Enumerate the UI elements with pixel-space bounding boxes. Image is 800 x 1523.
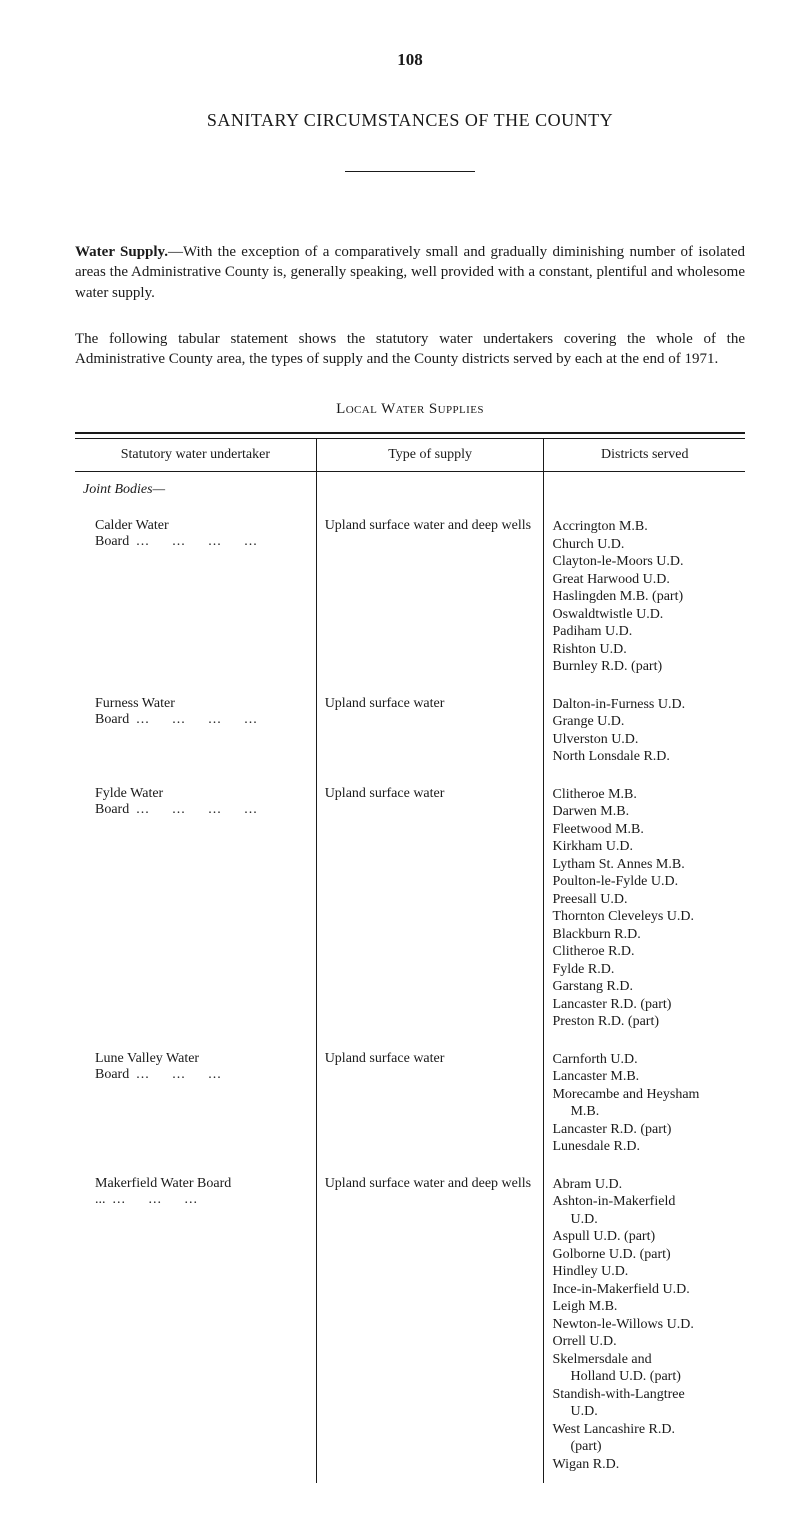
district-line: Lunesdale R.D. — [552, 1138, 737, 1156]
district-line: U.D. — [552, 1211, 737, 1229]
district-line: Golborne U.D. (part) — [552, 1246, 737, 1264]
district-line: Burnley R.D. (part) — [552, 658, 737, 676]
district-line: Clitheroe R.D. — [552, 943, 737, 961]
district-line: Ince-in-Makerfield U.D. — [552, 1281, 737, 1299]
district-line: Haslingden M.B. (part) — [552, 588, 737, 606]
leader-dots: ... ... ... ... — [136, 712, 258, 727]
district-line: Accrington M.B. — [552, 518, 737, 536]
section-title: SANITARY CIRCUMSTANCES OF THE COUNTY — [75, 110, 745, 131]
district-line: West Lancashire R.D. — [552, 1421, 737, 1439]
supply-cell: Upland surface water and deep wells — [316, 1166, 544, 1484]
district-line: Thornton Cleveleys U.D. — [552, 908, 737, 926]
table-row: Furness Water Board ... ... ... ...Uplan… — [75, 686, 745, 776]
district-line: Preston R.D. (part) — [552, 1013, 737, 1031]
district-line: Preesall U.D. — [552, 891, 737, 909]
district-line: Blackburn R.D. — [552, 926, 737, 944]
districts-cell: Clitheroe M.B.Darwen M.B.Fleetwood M.B.K… — [544, 776, 745, 1041]
district-line: Church U.D. — [552, 536, 737, 554]
district-line: Lancaster M.B. — [552, 1068, 737, 1086]
district-line: U.D. — [552, 1403, 737, 1421]
leader-dots: ... ... ... — [136, 1067, 222, 1082]
district-line: Great Harwood U.D. — [552, 571, 737, 589]
table-title-prefix: L — [336, 401, 346, 417]
undertaker-cell: Calder Water Board ... ... ... ... — [75, 508, 316, 686]
water-supplies-table: Statutory water undertaker Type of suppl… — [75, 439, 745, 1483]
districts-cell: Accrington M.B.Church U.D.Clayton-le-Moo… — [544, 508, 745, 686]
district-line: (part) — [552, 1438, 737, 1456]
districts-cell: Abram U.D.Ashton-in-MakerfieldU.D.Aspull… — [544, 1166, 745, 1484]
district-line: Lancaster R.D. (part) — [552, 996, 737, 1014]
district-line: North Lonsdale R.D. — [552, 748, 737, 766]
district-line: Aspull U.D. (part) — [552, 1228, 737, 1246]
district-line: Ulverston U.D. — [552, 731, 737, 749]
paragraph-lead: Water Supply. — [75, 244, 168, 260]
table-top-rule — [75, 432, 745, 439]
district-line: Rishton U.D. — [552, 641, 737, 659]
district-line: Skelmersdale and — [552, 1351, 737, 1369]
table-header-row: Statutory water undertaker Type of suppl… — [75, 439, 745, 472]
column-header-districts: Districts served — [544, 439, 745, 472]
supply-cell: Upland surface water — [316, 686, 544, 776]
districts-cell: Dalton-in-Furness U.D.Grange U.D.Ulverst… — [544, 686, 745, 776]
district-line: Orrell U.D. — [552, 1333, 737, 1351]
table-title-rest: ocal Water Supplies — [346, 401, 484, 417]
paragraph-water-supply: Water Supply.—With the exception of a co… — [75, 242, 745, 303]
districts-cell: Carnforth U.D.Lancaster M.B.Morecambe an… — [544, 1041, 745, 1166]
district-line: Lancaster R.D. (part) — [552, 1121, 737, 1139]
district-line: Fylde R.D. — [552, 961, 737, 979]
table-row: Makerfield Water Board ... ... ... ...Up… — [75, 1166, 745, 1484]
district-line: Holland U.D. (part) — [552, 1368, 737, 1386]
paragraph-body: —With the exception of a comparatively s… — [75, 244, 745, 301]
district-line: Ashton-in-Makerfield — [552, 1193, 737, 1211]
district-line: Clayton-le-Moors U.D. — [552, 553, 737, 571]
district-line: Lytham St. Annes M.B. — [552, 856, 737, 874]
leader-dots: ... ... ... — [113, 1192, 199, 1207]
undertaker-cell: Fylde Water Board ... ... ... ... — [75, 776, 316, 1041]
table-title: Local Water Supplies — [75, 401, 745, 418]
district-line: Kirkham U.D. — [552, 838, 737, 856]
leader-dots: ... ... ... ... — [136, 534, 258, 549]
district-line: Fleetwood M.B. — [552, 821, 737, 839]
supply-cell: Upland surface water — [316, 776, 544, 1041]
district-line: Clitheroe M.B. — [552, 786, 737, 804]
horizontal-divider — [345, 171, 475, 172]
table-row: Calder Water Board ... ... ... ...Upland… — [75, 508, 745, 686]
district-line: Darwen M.B. — [552, 803, 737, 821]
district-line: Oswaldtwistle U.D. — [552, 606, 737, 624]
page-number: 108 — [75, 50, 745, 70]
district-line: Leigh M.B. — [552, 1298, 737, 1316]
district-line: Morecambe and Heysham — [552, 1086, 737, 1104]
column-header-supply: Type of supply — [316, 439, 544, 472]
table-cell-empty — [316, 472, 544, 509]
district-line: Padiham U.D. — [552, 623, 737, 641]
district-line: Wigan R.D. — [552, 1456, 737, 1474]
supply-cell: Upland surface water and deep wells — [316, 508, 544, 686]
district-line: Carnforth U.D. — [552, 1051, 737, 1069]
paragraph-tabular-intro: The following tabular statement shows th… — [75, 329, 745, 370]
undertaker-cell: Lune Valley Water Board ... ... ... — [75, 1041, 316, 1166]
district-line: Hindley U.D. — [552, 1263, 737, 1281]
table-subheading: Joint Bodies— — [75, 472, 316, 509]
undertaker-cell: Makerfield Water Board ... ... ... ... — [75, 1166, 316, 1484]
table-row: Lune Valley Water Board ... ... ...Uplan… — [75, 1041, 745, 1166]
district-line: Dalton-in-Furness U.D. — [552, 696, 737, 714]
supply-cell: Upland surface water — [316, 1041, 544, 1166]
district-line: Grange U.D. — [552, 713, 737, 731]
document-page: 108 SANITARY CIRCUMSTANCES OF THE COUNTY… — [0, 0, 800, 1523]
district-line: M.B. — [552, 1103, 737, 1121]
table-cell-empty — [544, 472, 745, 509]
table-subheading-row: Joint Bodies— — [75, 472, 745, 509]
leader-dots: ... ... ... ... — [136, 802, 258, 817]
column-header-undertaker: Statutory water undertaker — [75, 439, 316, 472]
district-line: Garstang R.D. — [552, 978, 737, 996]
district-line: Newton-le-Willows U.D. — [552, 1316, 737, 1334]
undertaker-cell: Furness Water Board ... ... ... ... — [75, 686, 316, 776]
district-line: Standish-with-Langtree — [552, 1386, 737, 1404]
table-row: Fylde Water Board ... ... ... ...Upland … — [75, 776, 745, 1041]
district-line: Abram U.D. — [552, 1176, 737, 1194]
district-line: Poulton-le-Fylde U.D. — [552, 873, 737, 891]
